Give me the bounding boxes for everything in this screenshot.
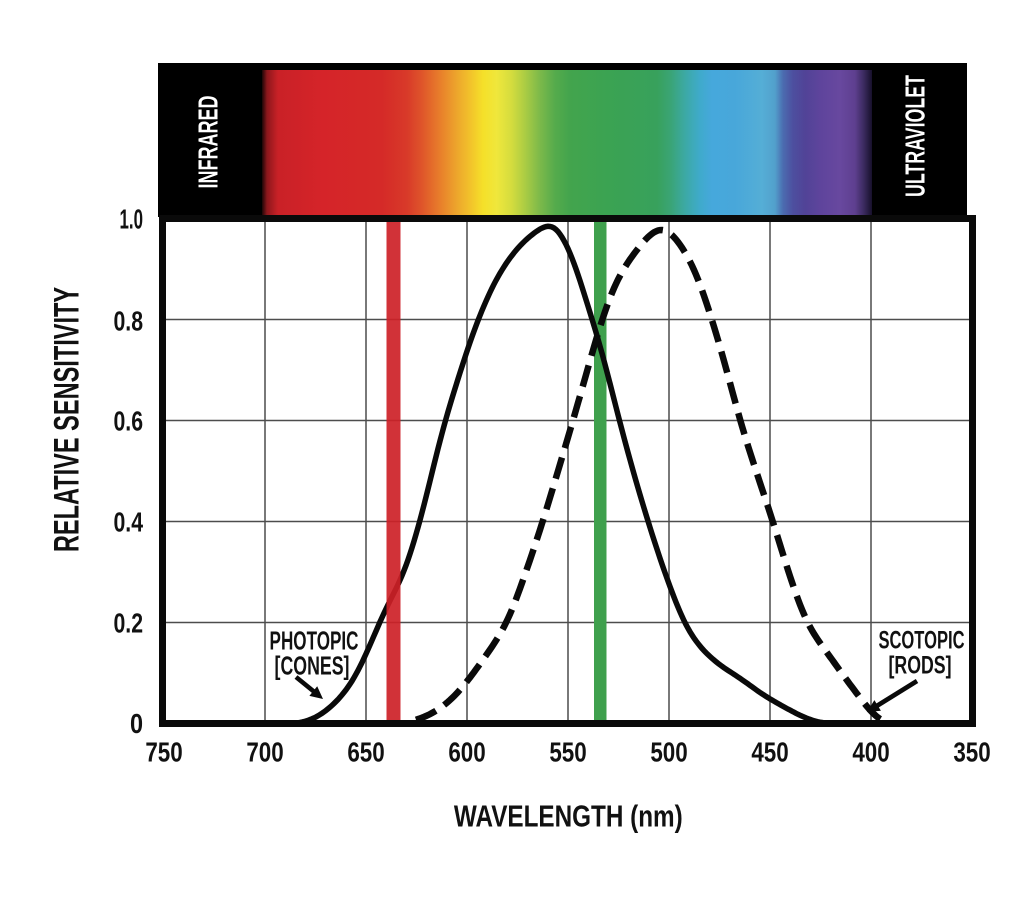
svg-text:700: 700 xyxy=(246,737,283,768)
svg-text:ULTRAVIOLET: ULTRAVIOLET xyxy=(900,75,931,197)
svg-text:0.6: 0.6 xyxy=(113,407,143,438)
svg-text:750: 750 xyxy=(145,737,182,768)
svg-text:SCOTOPIC: SCOTOPIC xyxy=(878,625,964,654)
svg-text:PHOTOPIC: PHOTOPIC xyxy=(270,626,359,655)
svg-text:RELATIVE SENSITIVITY: RELATIVE SENSITIVITY xyxy=(48,287,86,552)
svg-text:0.4: 0.4 xyxy=(113,508,143,539)
svg-text:550: 550 xyxy=(549,737,586,768)
svg-text:INFRARED: INFRARED xyxy=(193,96,224,189)
svg-text:0: 0 xyxy=(130,709,143,740)
svg-text:450: 450 xyxy=(751,737,788,768)
svg-text:500: 500 xyxy=(650,737,687,768)
svg-text:350: 350 xyxy=(953,737,990,768)
svg-text:[RODS]: [RODS] xyxy=(889,650,952,679)
svg-text:600: 600 xyxy=(448,737,485,768)
svg-text:650: 650 xyxy=(347,737,384,768)
svg-text:0.2: 0.2 xyxy=(113,609,143,640)
svg-text:400: 400 xyxy=(852,737,889,768)
svg-text:1.0: 1.0 xyxy=(120,205,143,236)
svg-text:0.8: 0.8 xyxy=(113,307,143,338)
svg-text:[CONES]: [CONES] xyxy=(275,651,350,680)
svg-text:WAVELENGTH (nm): WAVELENGTH (nm) xyxy=(454,798,683,833)
